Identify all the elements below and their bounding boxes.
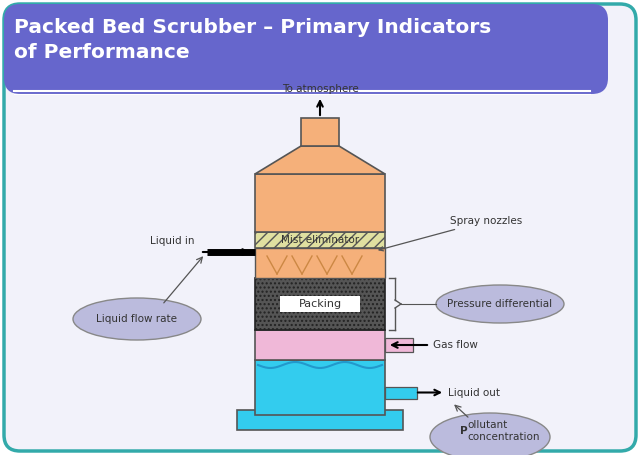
Text: Spray nozzles: Spray nozzles: [379, 216, 522, 251]
Text: Liquid in: Liquid in: [150, 236, 195, 246]
Text: Pressure differential: Pressure differential: [447, 299, 552, 309]
Bar: [237, 410, 403, 430]
FancyBboxPatch shape: [4, 4, 636, 451]
Polygon shape: [255, 146, 385, 174]
Bar: [255, 360, 385, 415]
Ellipse shape: [436, 285, 564, 323]
Bar: [280, 296, 360, 312]
Text: To atmosphere: To atmosphere: [282, 84, 358, 94]
Bar: [255, 248, 385, 278]
Bar: [255, 232, 385, 248]
Text: Packing: Packing: [298, 299, 342, 309]
Text: Gas flow: Gas flow: [433, 340, 478, 350]
FancyBboxPatch shape: [4, 4, 608, 94]
Text: Packed Bed Scrubber – Primary Indicators
of Performance: Packed Bed Scrubber – Primary Indicators…: [14, 18, 492, 62]
Bar: [385, 338, 413, 352]
Bar: [255, 278, 385, 330]
Text: Liquid out: Liquid out: [448, 388, 500, 398]
Text: P: P: [460, 426, 468, 436]
Bar: [301, 118, 339, 146]
Bar: [255, 330, 385, 360]
Text: ollutant
concentration: ollutant concentration: [467, 420, 540, 442]
Ellipse shape: [430, 413, 550, 455]
Text: Liquid flow rate: Liquid flow rate: [97, 314, 177, 324]
Bar: [385, 386, 417, 399]
Bar: [255, 174, 385, 232]
Text: Mist eliminator: Mist eliminator: [281, 235, 359, 245]
Ellipse shape: [73, 298, 201, 340]
